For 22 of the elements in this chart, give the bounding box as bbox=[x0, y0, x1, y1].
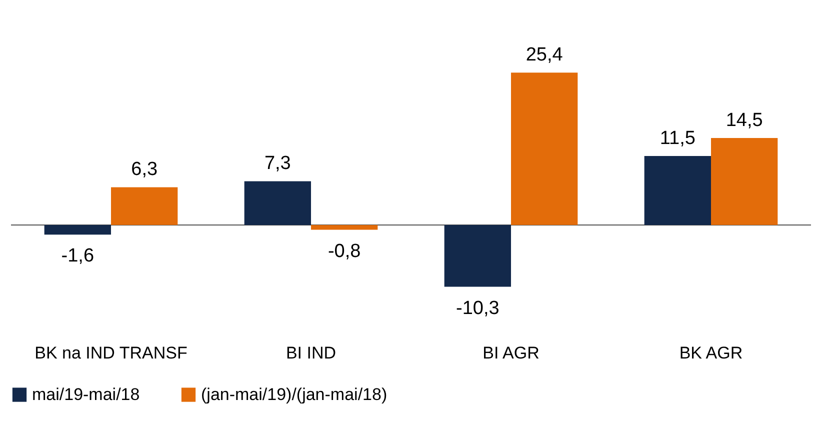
bar bbox=[311, 225, 378, 230]
x-tick-label: BI IND bbox=[286, 344, 336, 362]
data-label: 14,5 bbox=[726, 110, 763, 131]
bar bbox=[644, 156, 711, 225]
legend-label: mai/19-mai/18 bbox=[32, 384, 140, 404]
data-label: 6,3 bbox=[131, 159, 158, 180]
x-tick-label: BK AGR bbox=[679, 344, 743, 362]
bar bbox=[511, 72, 578, 225]
data-label: 11,5 bbox=[660, 128, 696, 149]
bar bbox=[711, 138, 778, 225]
bar bbox=[244, 181, 311, 225]
data-label: -1,6 bbox=[61, 246, 94, 267]
bar bbox=[444, 225, 511, 287]
bar bbox=[111, 187, 178, 225]
x-tick-label: BK na IND TRANSF bbox=[34, 344, 188, 362]
data-label: -10,3 bbox=[456, 298, 500, 319]
data-label: 7,3 bbox=[264, 153, 291, 174]
data-label: 25,4 bbox=[526, 44, 564, 66]
x-tick-label: BI AGR bbox=[482, 344, 540, 362]
bar bbox=[44, 225, 111, 235]
data-label: -0,8 bbox=[328, 240, 361, 262]
legend-label: (jan-mai/19)/(jan-mai/18) bbox=[201, 384, 388, 404]
